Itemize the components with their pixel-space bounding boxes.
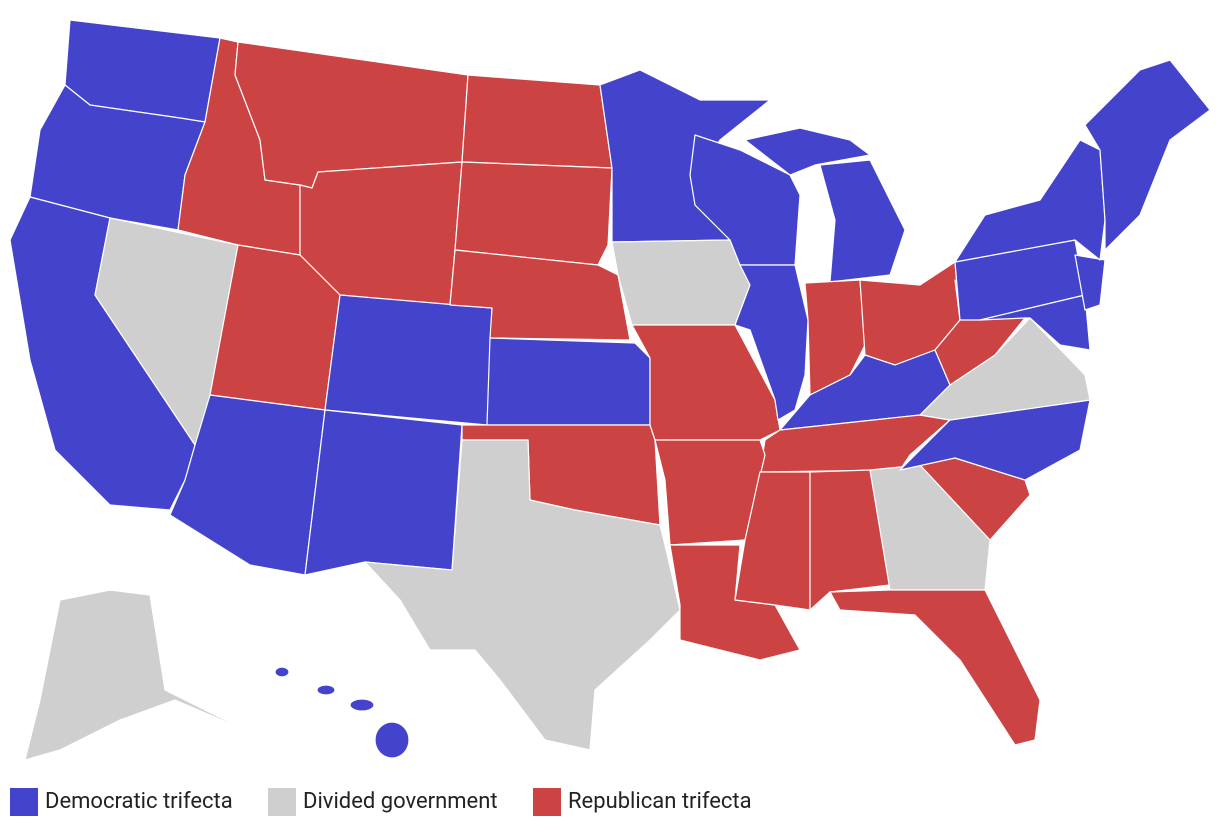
state — [1084, 59, 1211, 251]
legend: Democratic trifecta Divided government Rep… — [10, 788, 752, 816]
legend-label: Divided government — [303, 789, 498, 814]
state — [1074, 254, 1106, 311]
state — [449, 249, 631, 341]
state — [669, 544, 801, 661]
state — [454, 161, 613, 266]
state — [24, 589, 246, 761]
state — [461, 74, 613, 169]
state — [829, 589, 1041, 746]
legend-swatch — [533, 788, 561, 816]
state — [734, 264, 809, 421]
state — [374, 721, 410, 759]
state — [274, 666, 290, 678]
state — [819, 159, 906, 283]
state — [486, 337, 651, 426]
state — [809, 469, 891, 611]
state — [316, 684, 336, 696]
state — [304, 409, 463, 576]
state — [744, 127, 871, 176]
state — [364, 439, 681, 751]
state — [324, 294, 493, 426]
states — [9, 19, 1211, 761]
legend-label: Republican trifecta — [568, 789, 752, 814]
legend-swatch — [10, 788, 38, 816]
state — [611, 239, 751, 326]
legend-label: Democratic trifecta — [45, 789, 233, 814]
legend-swatch — [268, 788, 296, 816]
state — [349, 698, 375, 712]
state — [954, 139, 1106, 263]
